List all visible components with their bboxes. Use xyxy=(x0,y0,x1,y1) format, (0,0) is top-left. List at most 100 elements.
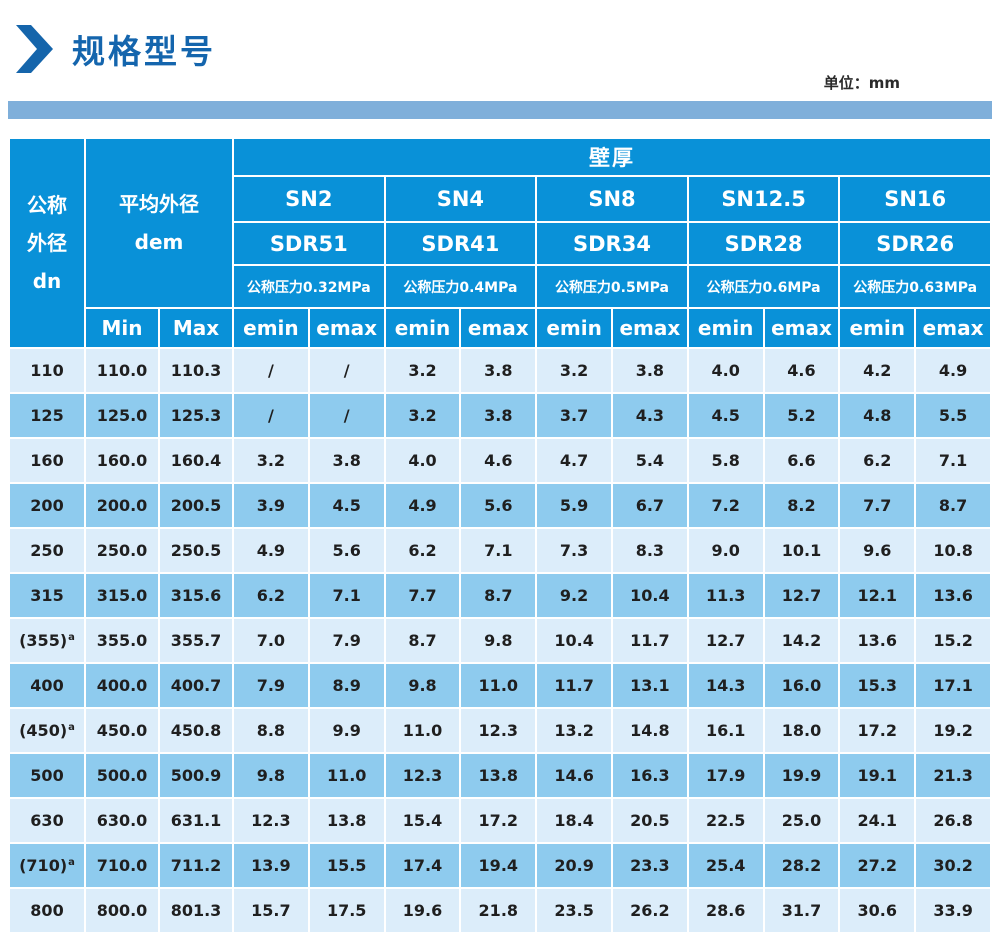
wall-thickness-cell: 23.5 xyxy=(535,887,613,934)
table-row: 500 500.0 500.9 9.8 11.0 12.3 13.8 14.6 16.3 17.9… xyxy=(8,752,992,799)
wall-thickness-cell: / xyxy=(232,347,310,394)
wall-thickness-cell: 4.6 xyxy=(762,347,841,394)
wall-thickness-cell: 3.2 xyxy=(383,347,462,394)
dem-min-cell: 315.0 xyxy=(84,572,160,619)
wall-thickness-cell: / xyxy=(232,392,310,439)
dem-min-cell: 800.0 xyxy=(84,887,160,934)
accent-bar xyxy=(8,101,992,119)
emax-header: emax xyxy=(307,307,386,349)
table-row: (710)a 710.0 711.2 13.9 15.5 17.4 19.4 20.9 23.3… xyxy=(8,842,992,889)
dn-cell: 315 xyxy=(8,572,86,619)
wall-thickness-cell: 10.4 xyxy=(535,617,613,664)
dn-cell: 160 xyxy=(8,437,86,484)
wall-thickness-cell: 8.7 xyxy=(914,482,992,529)
wall-thickness-cell: 8.7 xyxy=(459,572,538,619)
wall-thickness-cell: 9.6 xyxy=(838,527,917,574)
dem-max-cell: 500.9 xyxy=(158,752,234,799)
wall-thickness-cell: 14.3 xyxy=(686,662,765,709)
wall-thickness-cell: 3.2 xyxy=(232,437,310,484)
wall-thickness-cell: 26.2 xyxy=(610,887,689,934)
dem-min-cell: 710.0 xyxy=(84,842,160,889)
wall-thickness-cell: 4.0 xyxy=(686,347,765,394)
wall-thickness-cell: 28.6 xyxy=(686,887,765,934)
wall-thickness-cell: 4.5 xyxy=(307,482,386,529)
emin-header: emin xyxy=(232,307,310,349)
dn-cell: 500 xyxy=(8,752,86,799)
sdr-header-sdr34: SDR34 xyxy=(535,221,689,266)
wall-thickness-cell: 13.8 xyxy=(307,797,386,844)
dem-min-cell: 450.0 xyxy=(84,707,160,754)
dn-cell: 800 xyxy=(8,887,86,934)
table-row: 315 315.0 315.6 6.2 7.1 7.7 8.7 9.2 10.4 11.3 12.7… xyxy=(8,572,992,619)
emin-header: emin xyxy=(838,307,917,349)
wall-thickness-cell: 13.2 xyxy=(535,707,613,754)
wall-thickness-cell: 9.0 xyxy=(686,527,765,574)
dn-cell: 630 xyxy=(8,797,86,844)
wall-thickness-cell: / xyxy=(307,392,386,439)
dn-cell: 200 xyxy=(8,482,86,529)
wall-thickness-cell: 9.9 xyxy=(307,707,386,754)
dem-min-cell: 200.0 xyxy=(84,482,160,529)
wall-thickness-cell: 11.7 xyxy=(610,617,689,664)
wall-thickness-cell: 8.8 xyxy=(232,707,310,754)
wall-thickness-cell: 8.9 xyxy=(307,662,386,709)
wall-thickness-cell: 19.2 xyxy=(914,707,992,754)
wall-thickness-cell: 4.2 xyxy=(838,347,917,394)
wall-thickness-cell: 15.7 xyxy=(232,887,310,934)
wall-thickness-cell: 12.3 xyxy=(459,707,538,754)
wall-thickness-cell: 10.4 xyxy=(610,572,689,619)
dn-cell: (355)a xyxy=(8,617,86,664)
wall-thickness-cell: 18.0 xyxy=(762,707,841,754)
dem-min-cell: 110.0 xyxy=(84,347,160,394)
wall-thickness-cell: 30.6 xyxy=(838,887,917,934)
wall-thickness-cell: 13.9 xyxy=(232,842,310,889)
wall-thickness-cell: 19.1 xyxy=(838,752,917,799)
sdr-header-sdr51: SDR51 xyxy=(232,221,386,266)
wall-thickness-cell: 12.7 xyxy=(686,617,765,664)
wall-thickness-cell: 11.3 xyxy=(686,572,765,619)
wall-thickness-cell: 6.2 xyxy=(232,572,310,619)
wall-thickness-cell: 26.8 xyxy=(914,797,992,844)
wall-thickness-cell: 14.8 xyxy=(610,707,689,754)
table-body: 110 110.0 110.3//3.2 3.8 3.2 3.8 4.0 4.6 4.2 4.9 1… xyxy=(8,347,992,934)
dn-column-header: 公称 外径 dn xyxy=(8,137,86,349)
wall-thickness-cell: 24.1 xyxy=(838,797,917,844)
wall-thickness-cell: 12.3 xyxy=(383,752,462,799)
dem-header-line1: 平均外径 xyxy=(119,192,199,216)
wall-thickness-cell: 4.9 xyxy=(232,527,310,574)
wall-thickness-cell: 4.3 xyxy=(610,392,689,439)
sn-header-sn12-5: SN12.5 xyxy=(686,175,841,223)
wall-thickness-cell: 8.3 xyxy=(610,527,689,574)
dem-max-cell: 160.4 xyxy=(158,437,234,484)
wall-thickness-cell: 17.4 xyxy=(383,842,462,889)
wall-thickness-cell: 17.5 xyxy=(307,887,386,934)
wall-thickness-cell: 15.3 xyxy=(838,662,917,709)
emin-header: emin xyxy=(686,307,765,349)
wall-thickness-cell: 33.9 xyxy=(914,887,992,934)
wall-thickness-cell: 31.7 xyxy=(762,887,841,934)
wall-thickness-cell: 3.2 xyxy=(535,347,613,394)
dem-max-cell: 250.5 xyxy=(158,527,234,574)
wall-thickness-cell: 12.7 xyxy=(762,572,841,619)
dem-max-cell: 400.7 xyxy=(158,662,234,709)
wall-thickness-cell: 9.2 xyxy=(535,572,613,619)
emax-header: emax xyxy=(762,307,841,349)
wall-thickness-cell: 6.6 xyxy=(762,437,841,484)
dn-cell: (450)a xyxy=(8,707,86,754)
dem-max-cell: 110.3 xyxy=(158,347,234,394)
table-row: 160 160.0 160.4 3.2 3.8 4.0 4.6 4.7 5.4 5.8 6.6 6.2… xyxy=(8,437,992,484)
emax-header: emax xyxy=(610,307,689,349)
wall-thickness-cell: 6.7 xyxy=(610,482,689,529)
wall-thickness-header: 壁厚 xyxy=(232,137,992,177)
wall-thickness-cell: 3.7 xyxy=(535,392,613,439)
wall-thickness-cell: 14.2 xyxy=(762,617,841,664)
wall-thickness-cell: 3.8 xyxy=(610,347,689,394)
wall-thickness-cell: 16.3 xyxy=(610,752,689,799)
unit-label: 单位：mm xyxy=(823,74,900,92)
wall-thickness-cell: 9.8 xyxy=(383,662,462,709)
sn-header-sn2: SN2 xyxy=(232,175,386,223)
wall-thickness-cell: 4.6 xyxy=(459,437,538,484)
dem-min-cell: 630.0 xyxy=(84,797,160,844)
dn-cell: 400 xyxy=(8,662,86,709)
